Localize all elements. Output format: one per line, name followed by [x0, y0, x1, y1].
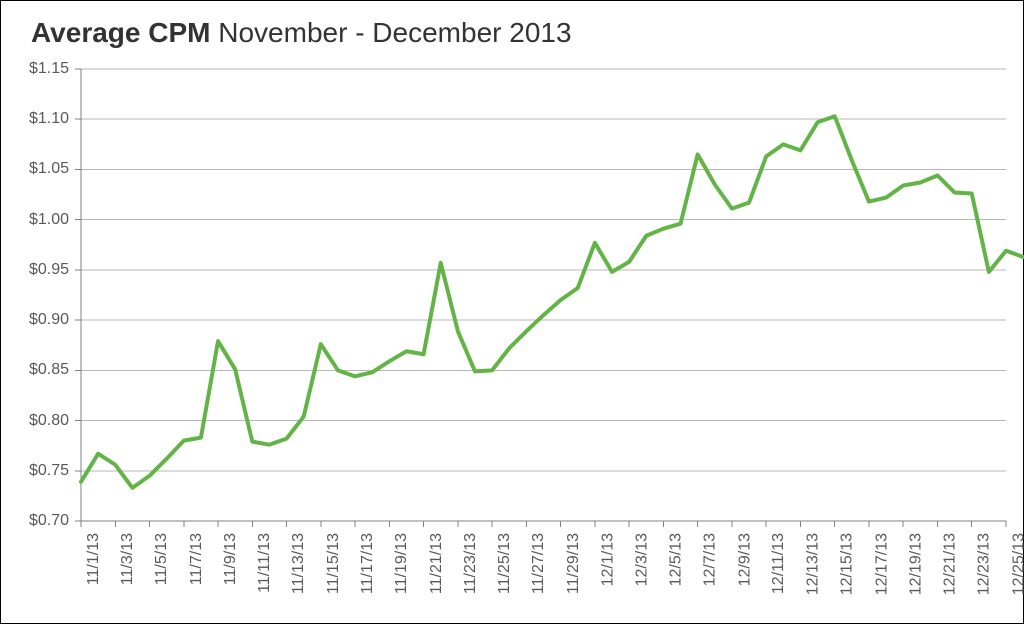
data-line — [81, 116, 1023, 488]
x-tick-label: 11/9/13 — [222, 533, 240, 585]
chart-svg — [1, 1, 1024, 624]
x-tick-label: 12/17/13 — [873, 533, 891, 595]
x-tick-label: 12/7/13 — [702, 533, 720, 586]
x-tick-label: 12/21/13 — [941, 533, 959, 595]
chart-container: Average CPM November - December 2013 $0.… — [0, 0, 1024, 624]
y-tick-label: $0.70 — [29, 512, 69, 530]
x-tick-label: 11/29/13 — [565, 533, 583, 594]
x-tick-label: 11/5/13 — [154, 533, 172, 585]
x-tick-label: 11/27/13 — [530, 533, 548, 594]
x-tick-label: 11/25/13 — [496, 533, 514, 594]
x-tick-label: 11/17/13 — [359, 533, 377, 594]
y-tick-label: $0.85 — [29, 361, 69, 379]
y-tick-label: $0.95 — [29, 261, 69, 279]
y-tick-label: $0.90 — [29, 311, 69, 329]
y-tick-label: $1.05 — [29, 160, 69, 178]
x-tick-label: 12/23/13 — [976, 533, 994, 595]
x-tick-label: 12/19/13 — [907, 533, 925, 595]
x-tick-label: 11/1/13 — [85, 533, 103, 585]
x-tick-label: 12/1/13 — [599, 533, 617, 586]
y-tick-label: $1.00 — [29, 211, 69, 229]
x-tick-label: 11/13/13 — [291, 533, 309, 594]
x-tick-label: 12/9/13 — [736, 533, 754, 586]
x-tick-label: 11/7/13 — [188, 533, 206, 585]
x-tick-label: 11/15/13 — [325, 533, 343, 594]
y-tick-label: $1.10 — [29, 110, 69, 128]
x-tick-label: 11/23/13 — [462, 533, 480, 594]
x-tick-label: 11/11/13 — [256, 533, 274, 593]
x-tick-label: 11/19/13 — [393, 533, 411, 594]
x-tick-label: 12/3/13 — [633, 533, 651, 586]
x-tick-label: 12/15/13 — [839, 533, 857, 595]
x-tick-label: 12/25/13 — [1010, 533, 1024, 595]
y-tick-label: $1.15 — [29, 60, 69, 78]
x-tick-label: 12/5/13 — [667, 533, 685, 586]
x-tick-label: 11/21/13 — [428, 533, 446, 594]
x-tick-label: 11/3/13 — [119, 533, 137, 585]
y-tick-label: $0.80 — [29, 412, 69, 430]
x-tick-label: 12/11/13 — [770, 533, 788, 594]
x-tick-label: 12/13/13 — [804, 533, 822, 595]
y-tick-label: $0.75 — [29, 462, 69, 480]
